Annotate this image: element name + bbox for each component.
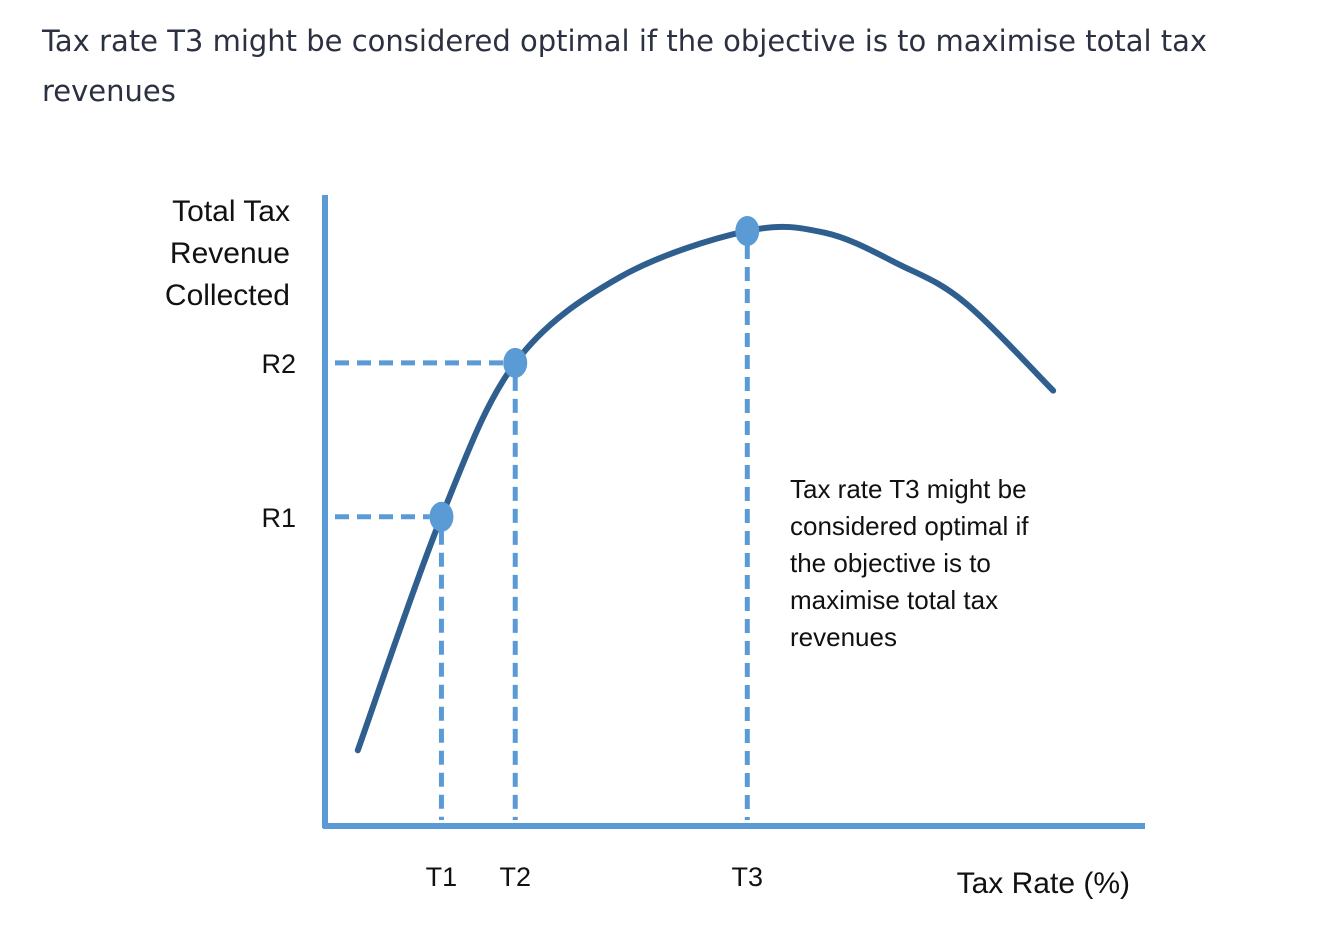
- annotation-line: the objective is to: [790, 548, 991, 578]
- y-axis-label-line: Revenue: [170, 237, 290, 270]
- y-axis-label-line: Collected: [165, 279, 290, 312]
- x-tick-label-t1: T1: [426, 862, 458, 892]
- x-tick-label-t2: T2: [499, 862, 531, 892]
- annotation-line: considered optimal if: [790, 511, 1029, 541]
- y-tick-label-r1: R1: [261, 503, 296, 533]
- point-marker-t1: [429, 501, 454, 532]
- y-axis-label-line: Total Tax: [172, 195, 290, 228]
- annotation-line: maximise total tax: [790, 585, 998, 615]
- point-marker-t3: [735, 215, 760, 246]
- annotation-line: revenues: [790, 622, 897, 652]
- x-tick-label-t3: T3: [732, 862, 764, 892]
- point-marker-t2: [503, 347, 528, 378]
- annotation-line: Tax rate T3 might be: [790, 474, 1027, 504]
- y-tick-label-r2: R2: [261, 349, 296, 379]
- caption-text: Tax rate T3 might be considered optimal …: [42, 24, 1208, 108]
- x-axis-label: Tax Rate (%): [957, 867, 1130, 900]
